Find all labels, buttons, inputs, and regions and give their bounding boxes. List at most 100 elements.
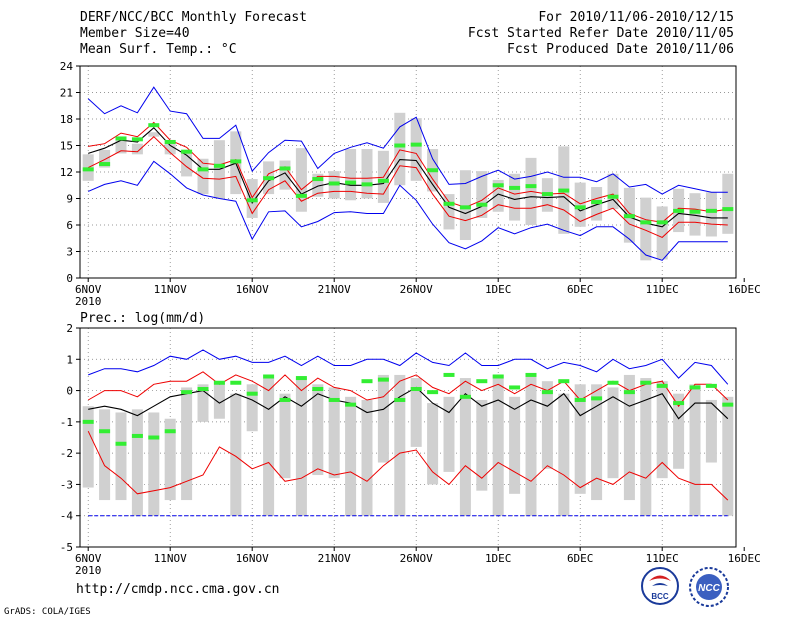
temperature-ytick-label-7: 21: [60, 87, 73, 100]
ncc-logo-globe: [696, 574, 722, 600]
temperature-observed-11: [263, 176, 275, 181]
precipitation-observed-19: [394, 397, 406, 402]
precipitation-box-13: [295, 378, 307, 516]
temperature-observed-6: [181, 149, 193, 154]
precipitation-xtick-label-3: 21NOV: [318, 552, 351, 565]
temperature-ytick-label-6: 18: [60, 113, 73, 126]
temperature-observed-21: [427, 168, 439, 173]
temperature-box-5: [164, 141, 176, 155]
precipitation-observed-34: [640, 380, 652, 385]
precipitation-observed-25: [492, 374, 504, 379]
temperature-observed-20: [410, 142, 422, 147]
grads-credit: GrADS: COLA/IGES: [4, 607, 91, 617]
temperature-box-34: [640, 197, 652, 261]
precipitation-observed-24: [476, 379, 488, 384]
temperature-observed-34: [640, 220, 652, 225]
precipitation-ytick-label-5: 0: [66, 385, 73, 398]
precipitation-observed-9: [230, 380, 242, 385]
temperature-box-16: [345, 149, 357, 201]
precipitation-box-17: [361, 399, 373, 516]
precipitation-observed-22: [443, 372, 455, 377]
precipitation-box-39: [722, 396, 734, 516]
temperature-box-23: [459, 170, 471, 241]
temperature-observed-5: [164, 139, 176, 144]
precipitation-observed-11: [263, 374, 275, 379]
temperature-box-30: [574, 182, 586, 227]
precipitation-ytick-label-4: -1: [60, 416, 73, 429]
temperature-box-2: [115, 139, 127, 154]
temperature-ytick-label-0: 0: [66, 272, 73, 285]
precipitation-xtick-label-7: 11DEC: [646, 552, 679, 565]
temperature-observed-24: [476, 202, 488, 207]
precipitation-observed-4: [148, 435, 160, 440]
temperature-xtick-label-7: 11DEC: [646, 283, 679, 296]
precipitation-box-8: [213, 381, 225, 419]
precipitation-frame: [79, 327, 737, 548]
started-date: Fcst Started Refer Date 2010/11/05: [467, 26, 734, 41]
temperature-box-4: [148, 132, 160, 137]
temperature-xtick-label-5: 1DEC: [485, 283, 512, 296]
temperature-observed-10: [246, 198, 258, 203]
source-url[interactable]: http://cmdp.ncc.cma.gov.cn: [76, 582, 280, 597]
precipitation-ytick-label-1: -4: [60, 510, 74, 523]
precipitation-observed-17: [361, 379, 373, 384]
precipitation-observed-36: [673, 401, 685, 406]
temperature-ytick-label-4: 12: [60, 166, 73, 179]
precipitation-observed-5: [164, 429, 176, 434]
temperature-observed-25: [492, 183, 504, 188]
temperature-observed-9: [230, 159, 242, 164]
precipitation-box-15: [328, 387, 340, 479]
precipitation-observed-39: [722, 402, 734, 407]
temperature-xtick-sublabel-0: 2010: [75, 295, 102, 308]
temperature-box-24: [476, 171, 488, 218]
precipitation-box-3: [131, 409, 143, 516]
precipitation-xtick-label-6: 6DEC: [567, 552, 594, 565]
header-right: For 2010/11/06-2010/12/15 Fcst Started R…: [468, 10, 734, 58]
precipitation-box-20: [410, 378, 422, 447]
temperature-box-13: [295, 148, 307, 212]
temperature-box-7: [197, 158, 209, 195]
precipitation-observed-23: [459, 394, 471, 399]
precipitation-observed-31: [591, 396, 603, 401]
temperature-observed-14: [312, 177, 324, 182]
temperature-box-39: [722, 173, 734, 234]
precipitation-observed-30: [574, 397, 586, 402]
precipitation-observed-1: [99, 429, 111, 434]
bcc-logo-red-swirl: [649, 575, 671, 581]
precipitation-xtick-sublabel-0: 2010: [75, 564, 102, 577]
temperature-observed-13: [295, 193, 307, 198]
precipitation-box-11: [263, 378, 275, 516]
precipitation-observed-2: [115, 441, 127, 446]
temperature-box-35: [656, 206, 668, 260]
precipitation-box-16: [345, 396, 357, 516]
precipitation-observed-38: [705, 383, 717, 388]
precipitation-observed-15: [328, 397, 340, 402]
produced-date: Fcst Produced Date 2010/11/06: [507, 42, 734, 57]
temp-panel-title: Mean Surf. Temp.: °C: [80, 42, 237, 57]
precipitation-observed-16: [345, 402, 357, 407]
precipitation-box-33: [623, 374, 635, 501]
precipitation-panel: Prec.: log(mm/d)-5-4-3-2-10126NOV201011N…: [60, 311, 761, 577]
ncc-logo: NCC: [689, 567, 729, 607]
precipitation-observed-12: [279, 397, 291, 402]
member-size: Member Size=40: [80, 26, 190, 41]
temperature-ytick-label-2: 6: [66, 219, 73, 232]
precipitation-ytick-label-0: -5: [60, 541, 73, 554]
temperature-box-20: [410, 118, 422, 181]
temperature-box-6: [181, 149, 193, 177]
temperature-ytick-label-8: 24: [60, 60, 74, 73]
temperature-observed-16: [345, 180, 357, 185]
precipitation-observed-14: [312, 387, 324, 392]
precipitation-observed-27: [525, 372, 537, 377]
temperature-min-line: [88, 160, 728, 261]
precipitation-box-2: [115, 412, 127, 501]
precipitation-observed-3: [131, 433, 143, 438]
precipitation-xtick-label-0: 6NOV: [75, 552, 102, 565]
temperature-box-1: [99, 149, 111, 168]
precipitation-box-12: [279, 393, 291, 479]
precipitation-observed-26: [509, 385, 521, 390]
bcc-logo: BCC: [641, 567, 679, 605]
precipitation-box-5: [164, 418, 176, 501]
temperature-p25-line: [87, 136, 728, 238]
